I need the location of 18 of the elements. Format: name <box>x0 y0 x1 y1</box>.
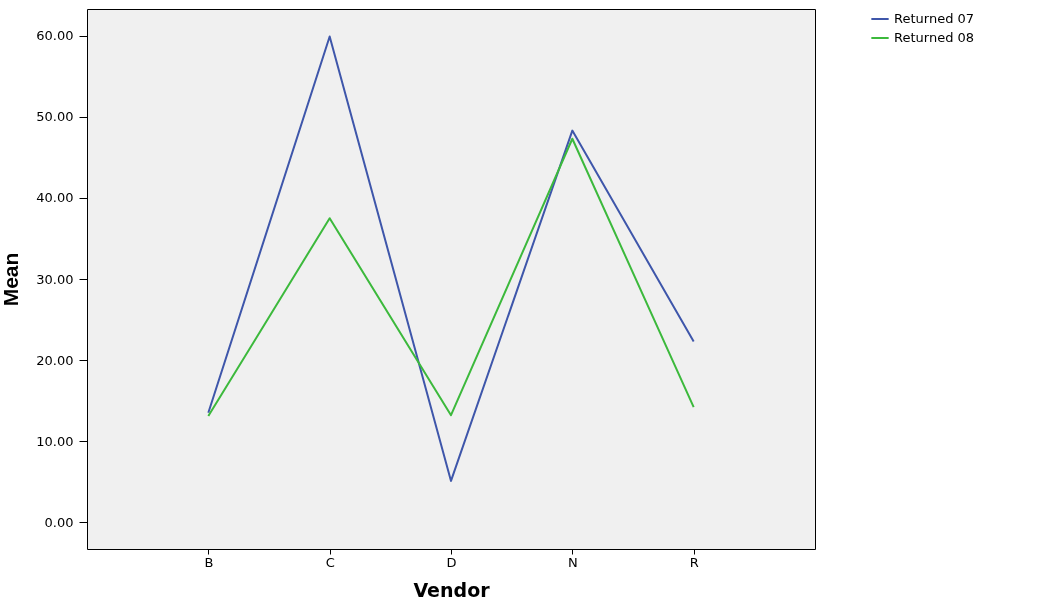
x-tick-label: R <box>689 554 699 570</box>
y-tick-label: 30.00 <box>36 271 74 287</box>
x-tick-label: D <box>446 554 457 570</box>
y-tick-label: 10.00 <box>36 433 74 449</box>
x-axis-title: Vendor <box>413 578 491 601</box>
x-tick-label: C <box>325 554 335 570</box>
y-tick-label: 40.00 <box>36 190 74 206</box>
legend-label: Returned 08 <box>894 30 975 45</box>
y-tick-label: 20.00 <box>36 352 74 368</box>
y-tick-label: 60.00 <box>36 28 74 44</box>
y-tick-label: 50.00 <box>36 109 74 125</box>
x-tick-label: B <box>204 554 214 570</box>
x-tick-label: N <box>567 554 578 570</box>
y-axis-title: Mean <box>0 252 23 307</box>
legend-label: Returned 07 <box>894 11 975 26</box>
y-tick-label: 0.00 <box>44 514 74 530</box>
line-series <box>207 137 695 418</box>
line-series <box>207 35 695 482</box>
